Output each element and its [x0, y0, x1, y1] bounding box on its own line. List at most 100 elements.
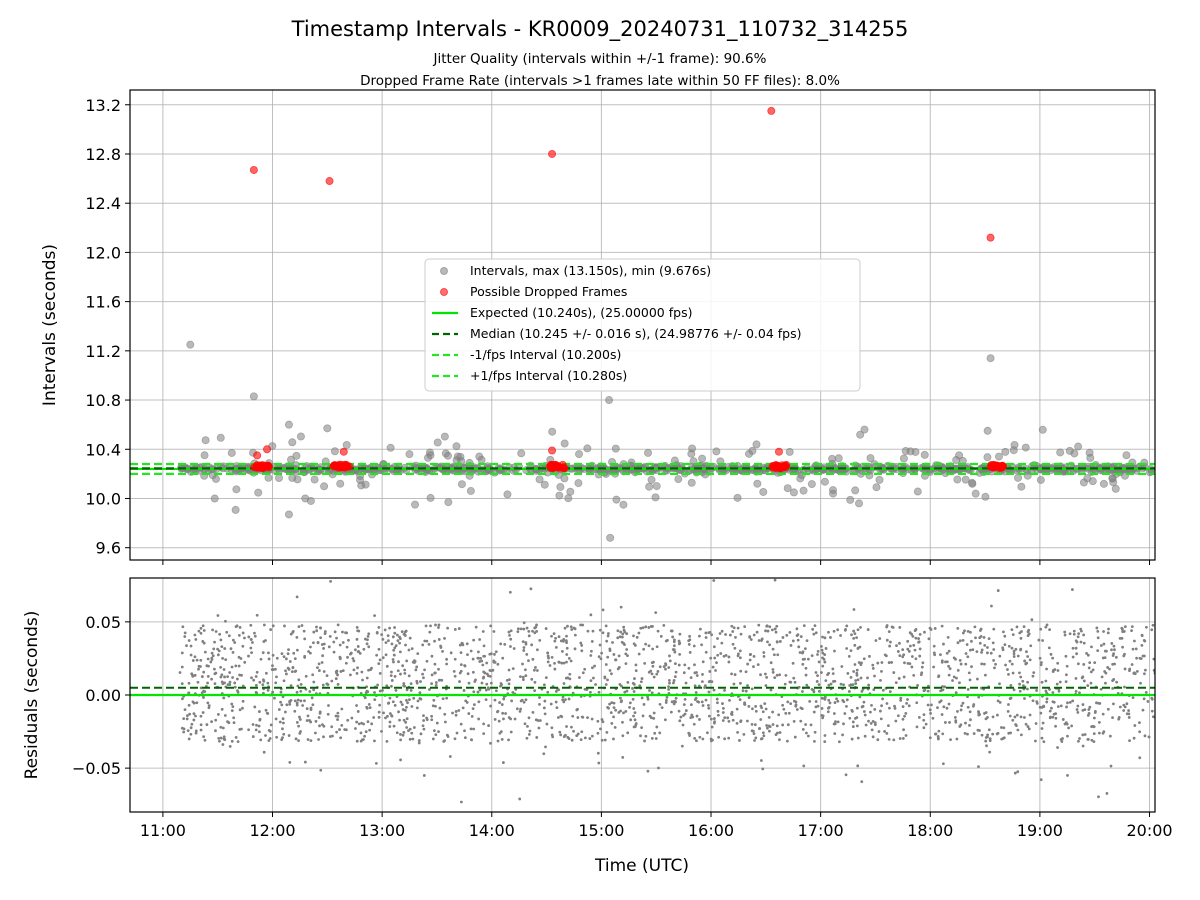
- residual-point: [1012, 573, 1015, 576]
- residual-point: [336, 711, 340, 715]
- residual-point: [282, 721, 285, 725]
- residual-point: [800, 707, 804, 711]
- residual-point: [862, 700, 866, 704]
- residual-point: [218, 739, 221, 743]
- residual-point: [247, 654, 250, 658]
- residual-point: [1028, 658, 1032, 662]
- residual-point: [998, 654, 1002, 658]
- residual-point: [698, 718, 701, 721]
- residual-point: [219, 665, 223, 669]
- interval-point: [828, 454, 837, 463]
- residual-point: [1147, 735, 1151, 739]
- residual-point: [651, 647, 655, 651]
- residual-point: [816, 653, 819, 656]
- residual-point: [1052, 712, 1056, 716]
- residual-point: [701, 737, 705, 741]
- residual-point: [431, 737, 435, 741]
- residual-point: [738, 649, 742, 653]
- residual-point: [764, 672, 767, 676]
- residual-point: [575, 708, 579, 712]
- residual-point: [727, 736, 731, 740]
- residual-point: [864, 723, 868, 727]
- residual-point: [885, 625, 889, 629]
- residual-point: [387, 701, 391, 705]
- residual-point: [271, 664, 274, 668]
- residual-point: [334, 677, 338, 681]
- residual-point: [1040, 661, 1043, 664]
- residual-point: [703, 686, 707, 689]
- residual-point: [993, 666, 996, 670]
- residual-point: [338, 643, 342, 647]
- residual-point: [792, 676, 796, 680]
- residual-point: [1014, 723, 1018, 726]
- residual-point: [210, 720, 213, 724]
- interval-point: [783, 484, 792, 493]
- interval-point: [983, 453, 992, 462]
- legend: Intervals, max (13.150s), min (9.676s) P…: [424, 258, 861, 392]
- residual-point: [392, 653, 396, 657]
- residual-point: [219, 736, 223, 740]
- residual-point: [573, 647, 577, 651]
- residual-point: [594, 683, 597, 686]
- residual-point: [461, 706, 465, 710]
- residual-point: [664, 698, 668, 702]
- residual-point: [610, 721, 614, 725]
- residual-point: [463, 664, 467, 667]
- residual-point: [307, 650, 310, 653]
- interval-point: [961, 475, 970, 484]
- residual-point: [589, 613, 593, 617]
- residual-point: [916, 684, 919, 687]
- residual-point: [717, 735, 721, 739]
- residual-point: [831, 672, 835, 676]
- residual-point: [1022, 684, 1025, 687]
- residual-point: [693, 663, 696, 667]
- residual-point: [632, 714, 635, 718]
- residual-point: [704, 698, 708, 702]
- interval-point: [856, 430, 865, 439]
- residual-point: [1064, 673, 1068, 677]
- residual-point: [708, 670, 712, 673]
- residual-point: [381, 638, 385, 641]
- residual-point: [507, 678, 511, 682]
- residual-point: [947, 673, 951, 677]
- residual-point: [390, 684, 393, 688]
- residual-point: [996, 589, 1000, 592]
- residual-point: [211, 628, 215, 632]
- residual-point: [673, 644, 676, 648]
- residual-point: [257, 724, 261, 728]
- residual-point: [1143, 734, 1147, 738]
- residual-point: [393, 704, 397, 707]
- intervals-y-tick-label: 11.2: [85, 342, 121, 361]
- residual-point: [298, 718, 302, 721]
- residual-point: [472, 703, 476, 707]
- residual-point: [1052, 700, 1056, 704]
- residual-point: [968, 710, 972, 714]
- residual-point: [378, 671, 382, 675]
- residual-point: [1097, 721, 1101, 724]
- residual-point: [544, 627, 548, 630]
- residual-point: [388, 725, 392, 728]
- residual-point: [951, 679, 954, 682]
- residual-point: [888, 690, 892, 694]
- residual-point: [301, 704, 305, 707]
- residual-point: [465, 642, 469, 646]
- residual-point: [821, 716, 825, 720]
- residual-point: [858, 695, 862, 699]
- residual-point: [836, 628, 840, 632]
- residual-point: [761, 767, 765, 771]
- residual-point: [261, 651, 265, 655]
- residual-point: [235, 677, 239, 681]
- residual-point: [746, 662, 750, 666]
- residual-point: [393, 631, 397, 635]
- residual-point: [650, 691, 654, 695]
- residual-point: [855, 671, 859, 675]
- residual-point: [1139, 681, 1142, 685]
- residual-point: [253, 634, 257, 638]
- residual-point: [564, 639, 568, 643]
- residual-point: [856, 678, 860, 682]
- residual-point: [644, 625, 648, 629]
- residual-point: [550, 726, 554, 730]
- residual-point: [1003, 634, 1007, 638]
- residual-point: [778, 731, 782, 734]
- residual-point: [959, 708, 963, 712]
